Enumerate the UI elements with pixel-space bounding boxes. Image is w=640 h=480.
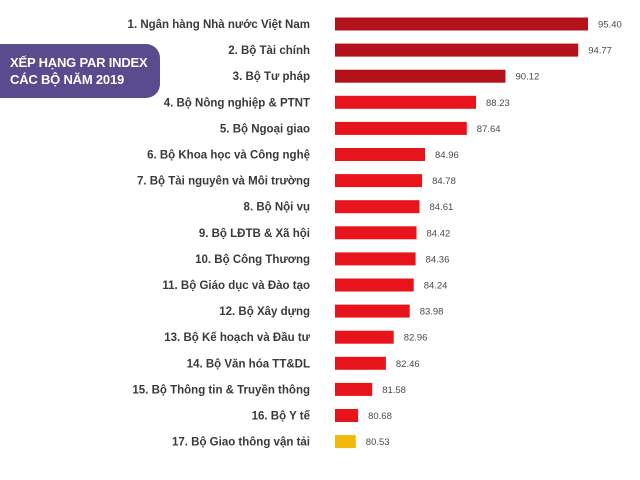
bar bbox=[335, 226, 417, 240]
value-label: 81.58 bbox=[382, 385, 406, 396]
bar bbox=[335, 330, 394, 344]
category-label: 6. Bộ Khoa học và Công nghệ bbox=[147, 150, 310, 162]
value-label: 80.68 bbox=[368, 411, 392, 422]
value-label: 80.53 bbox=[366, 437, 390, 448]
value-label: 84.36 bbox=[426, 254, 450, 265]
category-label: 10. Bộ Công Thương bbox=[195, 254, 310, 266]
bar bbox=[335, 148, 425, 161]
category-label: 7. Bộ Tài nguyên và Môi trường bbox=[137, 176, 310, 188]
category-label: 15. Bộ Thông tin & Truyền thông bbox=[132, 384, 310, 396]
bar bbox=[335, 121, 467, 135]
value-label: 94.77 bbox=[588, 46, 612, 57]
bar bbox=[335, 43, 579, 57]
bar bbox=[335, 409, 359, 422]
category-label: 1. Ngân hàng Nhà nước Việt Nam bbox=[128, 19, 310, 31]
bar bbox=[335, 278, 414, 292]
bar bbox=[335, 252, 416, 266]
value-label: 84.78 bbox=[432, 176, 456, 187]
category-label: 14. Bộ Văn hóa TT&DL bbox=[187, 358, 310, 370]
value-label: 90.12 bbox=[516, 72, 540, 83]
category-label: 13. Bộ Kế hoạch và Đầu tư bbox=[164, 332, 310, 344]
value-label: 84.96 bbox=[435, 150, 459, 161]
value-label: 82.96 bbox=[404, 333, 428, 344]
bar bbox=[335, 435, 356, 449]
bar bbox=[335, 174, 423, 188]
category-label: 8. Bộ Nội vụ bbox=[244, 202, 310, 214]
badge-title-line2: CÁC BỘ NĂM 2019 bbox=[10, 72, 125, 87]
category-label: 16. Bộ Y tế bbox=[252, 411, 311, 423]
category-label: 9. Bộ LĐTB & Xã hội bbox=[199, 228, 310, 240]
title-badge: XẾP HẠNG PAR INDEX CÁC BỘ NĂM 2019 bbox=[0, 44, 160, 98]
bar bbox=[335, 95, 476, 109]
value-label: 95.40 bbox=[598, 20, 622, 31]
value-label: 84.24 bbox=[424, 281, 448, 292]
category-label: 5. Bộ Ngoại giao bbox=[220, 123, 310, 135]
value-label: 88.23 bbox=[486, 98, 510, 109]
value-label: 84.42 bbox=[427, 228, 451, 239]
bar bbox=[335, 382, 373, 396]
bar bbox=[335, 304, 410, 318]
category-label: 11. Bộ Giáo dục và Đào tạo bbox=[162, 280, 310, 292]
category-label: 3. Bộ Tư pháp bbox=[233, 71, 310, 83]
category-label: 2. Bộ Tài chính bbox=[228, 45, 310, 57]
bar bbox=[335, 17, 588, 31]
value-label: 84.61 bbox=[430, 202, 454, 213]
category-label: 4. Bộ Nông nghiệp & PTNT bbox=[164, 97, 310, 109]
category-label: 17. Bộ Giao thông vận tải bbox=[172, 437, 310, 449]
value-label: 87.64 bbox=[477, 124, 501, 135]
value-label: 83.98 bbox=[420, 307, 444, 318]
bar bbox=[335, 200, 420, 214]
bar bbox=[335, 356, 386, 370]
badge-title-line1: XẾP HẠNG PAR INDEX bbox=[10, 55, 148, 70]
bar bbox=[335, 69, 506, 83]
value-label: 82.46 bbox=[396, 359, 420, 370]
category-label: 12. Bộ Xây dựng bbox=[219, 306, 310, 318]
